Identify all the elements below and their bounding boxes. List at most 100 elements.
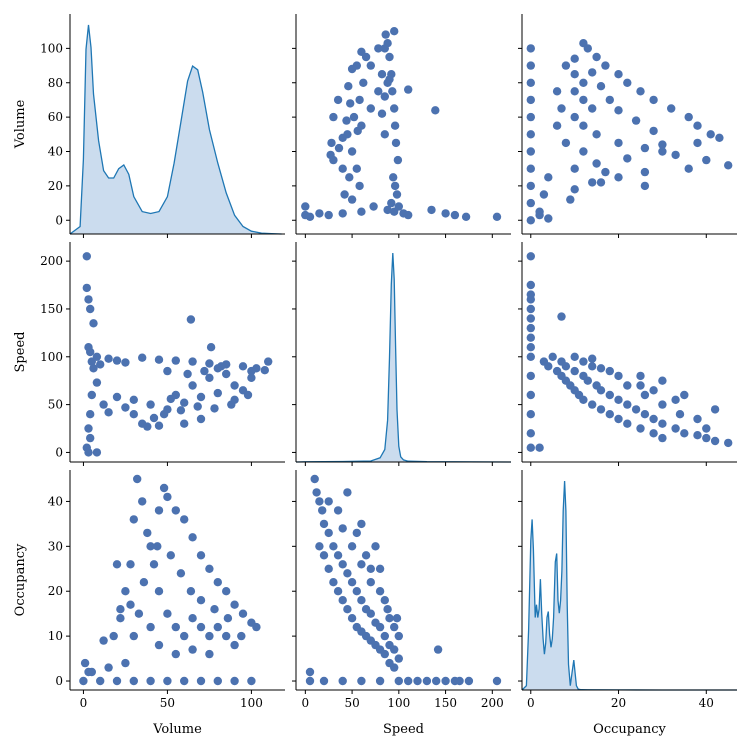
scatter-point: [163, 676, 172, 686]
scatter-point: [149, 413, 159, 423]
scatter-point: [206, 343, 216, 352]
scatter-point: [539, 190, 549, 199]
scatter-point: [706, 130, 715, 139]
scatter-point: [375, 676, 385, 686]
scatter-point: [390, 27, 399, 36]
scatter-point: [526, 352, 535, 361]
scatter-point: [394, 202, 403, 211]
scatter-point: [371, 542, 380, 551]
scatter-point: [369, 202, 378, 211]
scatter-point: [247, 366, 256, 376]
scatter-point: [252, 622, 261, 632]
scatter-point: [188, 357, 197, 366]
scatter-point: [566, 195, 575, 204]
scatter-point: [213, 578, 222, 587]
scatter-point: [357, 560, 366, 569]
scatter-point: [390, 645, 399, 654]
scatter-point: [146, 400, 155, 409]
scatter-point: [385, 75, 394, 84]
y-tick-label: 0: [55, 674, 63, 688]
scatter-point: [238, 362, 248, 371]
scatter-point: [353, 126, 362, 136]
scatter-point: [230, 381, 239, 390]
scatter-point: [205, 649, 214, 659]
scatter-point: [176, 569, 186, 578]
scatter-point: [171, 356, 180, 365]
scatter-point: [210, 605, 219, 614]
scatter-point: [154, 355, 164, 364]
scatter-point: [188, 533, 197, 542]
scatter-point: [702, 433, 711, 443]
scatter-point: [318, 506, 327, 515]
scatter-point: [464, 676, 474, 686]
scatter-point: [146, 542, 155, 551]
scatter-point: [715, 133, 724, 142]
scatter-point: [121, 403, 130, 412]
scatter-point: [166, 551, 175, 560]
scatter-point: [84, 295, 93, 304]
scatter-point: [129, 676, 138, 686]
scatter-point: [614, 138, 623, 148]
scatter-point: [544, 173, 553, 182]
scatter-point: [535, 443, 544, 452]
scatter-point: [526, 216, 535, 225]
scatter-point: [342, 116, 351, 125]
panel-volume-vs-occupancy: [518, 14, 737, 238]
scatter-point: [324, 564, 333, 573]
scatter-point: [374, 44, 383, 53]
x-tick-label: 0: [80, 696, 88, 710]
scatter-point: [526, 410, 535, 419]
scatter-point: [588, 362, 597, 371]
scatter-point: [592, 159, 601, 168]
scatter-point: [380, 92, 389, 101]
scatter-point: [680, 390, 689, 400]
scatter-point: [636, 87, 645, 96]
scatter-point: [324, 497, 333, 506]
scatter-point: [413, 676, 422, 686]
scatter-point: [658, 433, 667, 443]
scatter-point: [596, 364, 606, 373]
scatter-point: [205, 631, 214, 641]
scatter-point: [375, 622, 385, 632]
scatter-point: [347, 64, 357, 74]
scatter-point: [623, 419, 632, 428]
scatter-point: [338, 596, 347, 605]
scatter-point: [305, 667, 315, 677]
scatter-point: [394, 631, 403, 641]
scatter-point: [579, 78, 588, 88]
scatter-point: [526, 343, 535, 352]
scatter-point: [134, 609, 144, 618]
scatter-point: [264, 357, 273, 366]
scatter-point: [375, 587, 385, 596]
scatter-point: [180, 419, 189, 428]
scatter-point: [171, 622, 180, 632]
scatter-point: [570, 352, 579, 361]
x-tick-label: 40: [699, 696, 714, 710]
scatter-point: [380, 596, 389, 605]
y-tick-label: 20: [48, 584, 63, 598]
scatter-point: [247, 373, 256, 382]
scatter-point: [92, 448, 102, 457]
scatter-point: [345, 173, 354, 182]
scatter-point: [422, 676, 432, 686]
scatter-point: [217, 362, 226, 371]
scatter-point: [684, 164, 693, 173]
scatter-point: [109, 631, 118, 641]
scatter-point: [196, 676, 206, 686]
scatter-point: [404, 676, 413, 686]
scatter-point: [605, 366, 614, 376]
scatter-point: [649, 429, 658, 438]
panel-volume-vs-volume: 0 20 40 60 80 100: [40, 14, 285, 238]
scatter-point: [180, 676, 189, 686]
scatter-point: [526, 280, 535, 290]
scatter-point: [579, 121, 588, 130]
scatter-point: [121, 587, 130, 596]
scatter-point: [166, 394, 175, 404]
scatter-point: [146, 676, 155, 686]
scatter-point: [112, 356, 122, 365]
scatter-point: [188, 645, 197, 654]
scatter-point: [355, 181, 364, 191]
scatter-point: [552, 121, 562, 130]
x-tick-label: 0: [527, 696, 535, 710]
